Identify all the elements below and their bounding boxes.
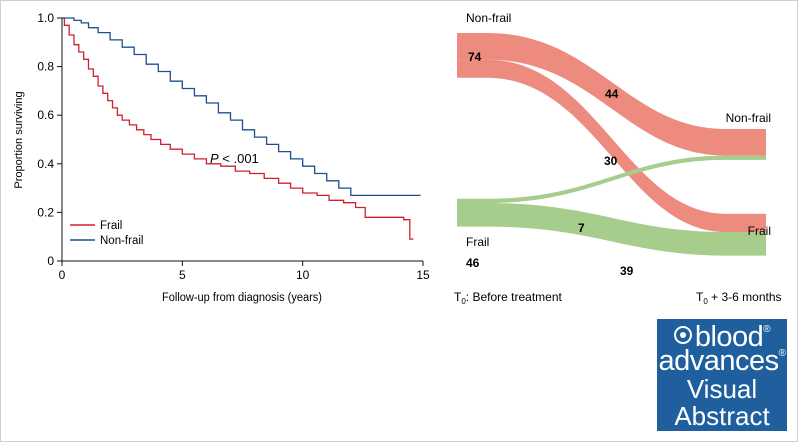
badge-line-1: blood® bbox=[657, 323, 787, 352]
km-x-tick-label: 5 bbox=[179, 268, 186, 282]
km-axes bbox=[61, 18, 423, 262]
sankey-left-axis-sub: 0 bbox=[461, 297, 466, 306]
km-p-label: P bbox=[210, 151, 219, 166]
sankey-value-left-nonfrail: 74 bbox=[468, 50, 482, 64]
km-x-axis-title: Follow-up from diagnosis (years) bbox=[162, 292, 322, 304]
sankey-left-node-nonfrail: Non-frail bbox=[466, 11, 511, 25]
sankey-right-axis-sub: 0 bbox=[703, 297, 708, 306]
sankey-right-node-frail: Frail bbox=[748, 224, 771, 238]
legend-nonfrail-label: Non-frail bbox=[100, 235, 143, 247]
sankey-left-axis-text: Before treatment bbox=[472, 290, 562, 304]
sankey-left-node-frail: Frail bbox=[466, 235, 489, 249]
sankey-right-axis-sym: T bbox=[696, 290, 704, 304]
km-legend: Frail Non-frail bbox=[70, 220, 143, 247]
sankey-value-flow-frail-frail: 39 bbox=[620, 264, 634, 278]
badge-line-1-text: blood bbox=[694, 321, 764, 353]
badge-reg-mark-1: ® bbox=[763, 324, 771, 335]
badge-reg-mark-2: ® bbox=[778, 348, 786, 359]
sankey-value-flow-nonfrail-nonfrail: 44 bbox=[605, 87, 619, 101]
sankey-left-axis-sep: : bbox=[466, 290, 473, 304]
sankey-flow-non-frail-to-non-frail bbox=[457, 33, 766, 156]
sankey-right-axis-label: T0 + 3-6 months bbox=[696, 290, 782, 306]
km-x-tick-label: 15 bbox=[416, 268, 430, 282]
km-series-non-frail bbox=[62, 17, 421, 197]
legend-frail-label: Frail bbox=[100, 220, 122, 232]
sankey-flow-frail-to-non-frail bbox=[457, 155, 766, 204]
km-y-tick-label: 0.6 bbox=[37, 108, 54, 122]
km-series-frail bbox=[62, 17, 414, 240]
sankey-flow-non-frail-to-frail bbox=[457, 59, 766, 233]
sankey-right-axis-text: + 3-6 months bbox=[708, 290, 782, 304]
km-y-tick-label: 0.4 bbox=[37, 157, 54, 171]
km-y-tick-label: 1.0 bbox=[37, 11, 54, 25]
sankey-left-axis-label: T0: Before treatment bbox=[454, 290, 563, 306]
km-x-tick-label: 10 bbox=[296, 268, 310, 282]
sankey-value-flow-frail-nonfrail: 7 bbox=[578, 221, 585, 235]
km-y-axis-title: Proportion surviving bbox=[13, 91, 25, 188]
sankey-flows bbox=[457, 33, 766, 256]
sankey-right-node-nonfrail: Non-frail bbox=[726, 111, 771, 125]
sankey-value-left-frail: 46 bbox=[466, 256, 480, 270]
badge-line-4: Abstract bbox=[674, 401, 770, 431]
badge-line-3: Visual bbox=[686, 374, 758, 404]
km-series bbox=[62, 17, 421, 240]
km-p-text: < .001 bbox=[219, 151, 259, 166]
badge-line-2-text: advances bbox=[658, 345, 779, 377]
km-y-tick-label: 0.8 bbox=[37, 60, 54, 74]
km-y-tick-label: 0 bbox=[47, 254, 54, 268]
km-y-tick-label: 0.2 bbox=[37, 205, 54, 219]
badge-line-2: advances® bbox=[657, 347, 787, 376]
blood-drop-icon bbox=[673, 326, 692, 344]
sankey-flow-frail-to-frail bbox=[457, 203, 766, 256]
km-p-annotation: P < .001 bbox=[210, 151, 259, 166]
sankey-value-flow-nonfrail-frail: 30 bbox=[604, 154, 618, 168]
km-ticks: 0 5 10 15 0 0.2 0.4 0.6 0.8 1.0 bbox=[37, 11, 430, 282]
sankey-left-axis-sym: T bbox=[454, 290, 462, 304]
km-x-tick-label: 0 bbox=[59, 268, 66, 282]
blood-advances-visual-abstract-logo: blood® advances® Visual Abstract bbox=[657, 319, 787, 431]
